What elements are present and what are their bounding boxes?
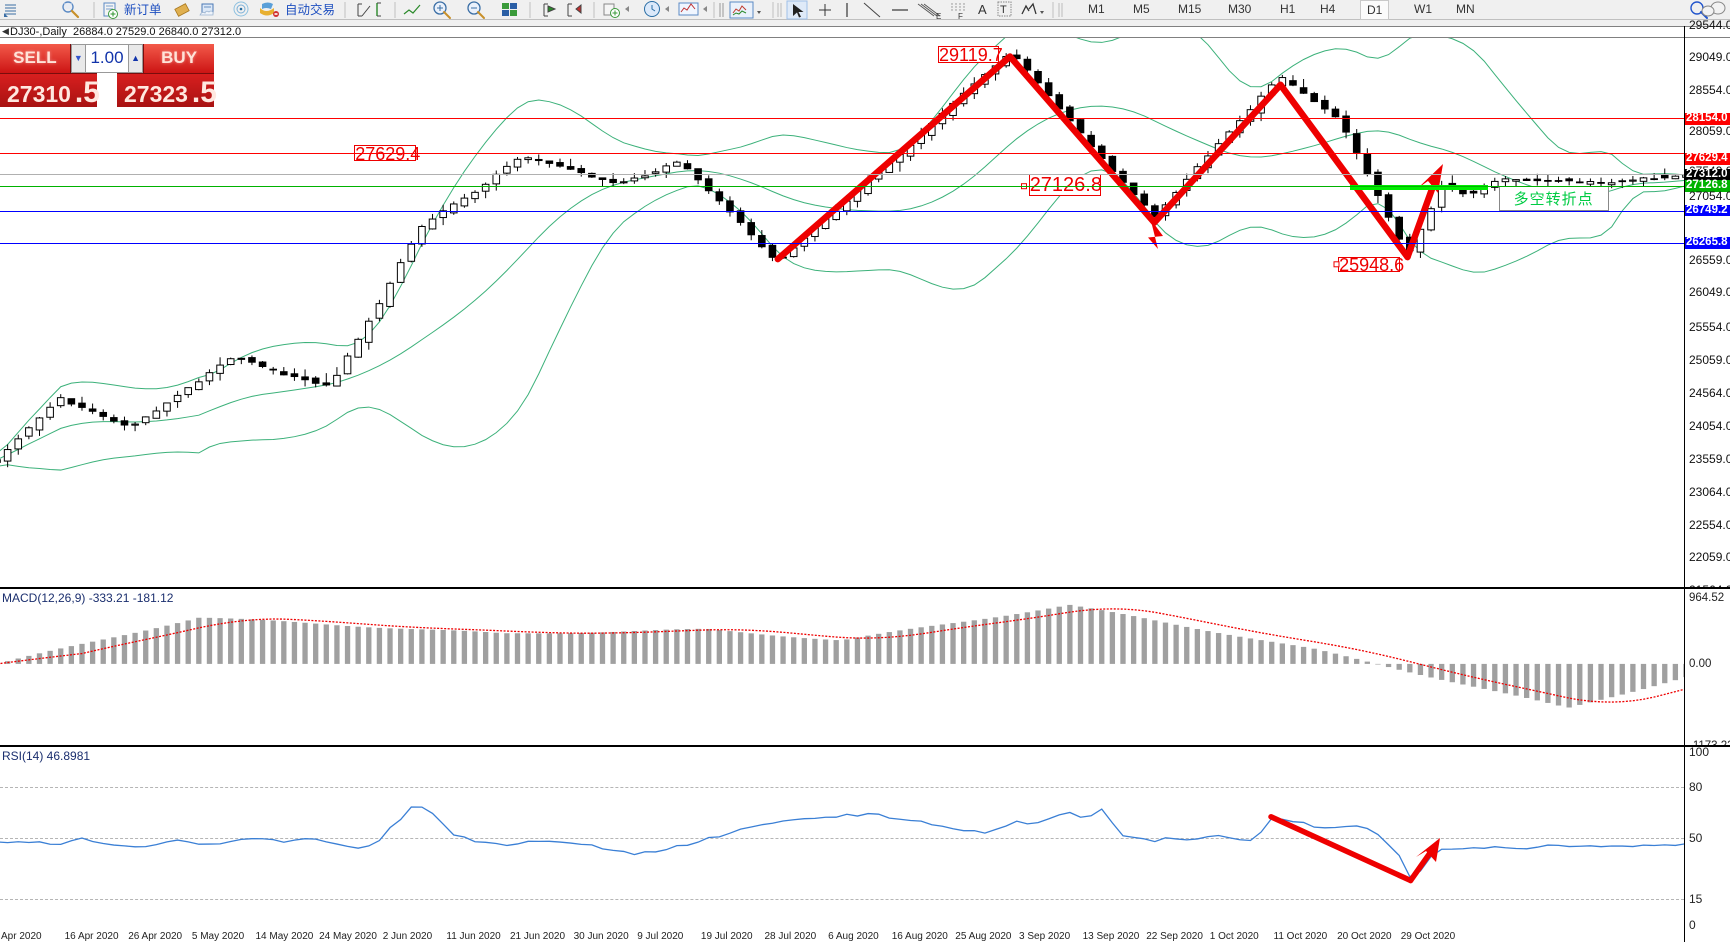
svg-text:A: A [978, 2, 987, 17]
svg-text:E: E [936, 12, 941, 20]
svg-text:F: F [958, 12, 963, 20]
svg-text:新订单: 新订单 [124, 2, 162, 17]
svg-text:自动交易: 自动交易 [285, 2, 335, 17]
svg-text:T: T [1000, 4, 1007, 16]
